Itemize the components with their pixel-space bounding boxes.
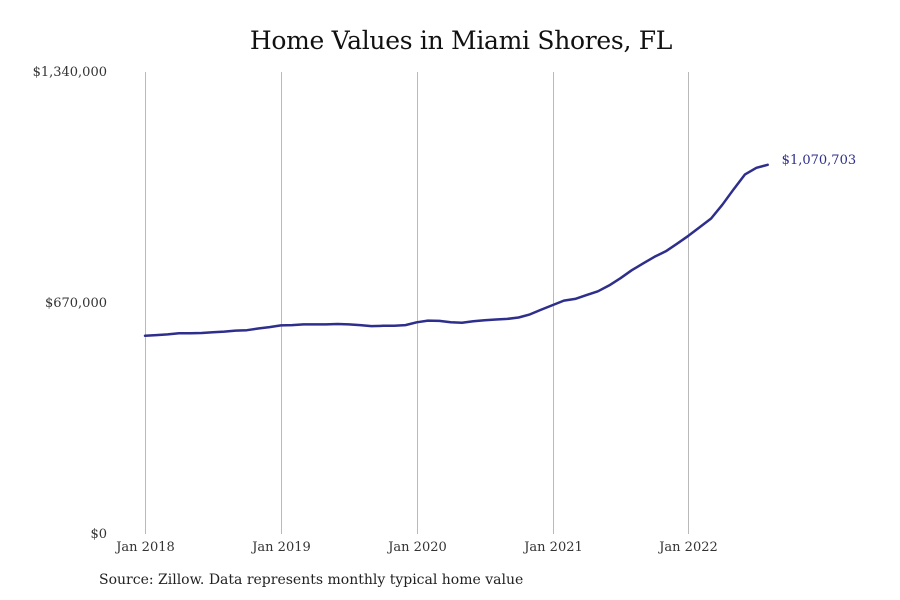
data-point: [461, 322, 463, 324]
data-series: [143, 163, 769, 338]
data-point: [733, 188, 735, 190]
data-point: [438, 320, 440, 322]
y-tick-label: $0: [90, 527, 107, 542]
data-point: [506, 318, 508, 320]
data-point: [155, 334, 157, 336]
y-tick-label: $670,000: [45, 296, 107, 311]
data-point: [268, 326, 270, 328]
data-point: [166, 333, 168, 335]
data-point: [687, 235, 689, 237]
data-point: [483, 319, 485, 321]
data-point: [370, 325, 372, 327]
data-point: [246, 329, 248, 331]
data-point: [234, 329, 236, 331]
data-point: [495, 318, 497, 320]
data-point: [665, 250, 667, 252]
data-point: [336, 323, 338, 325]
data-point: [314, 323, 316, 325]
data-point: [178, 332, 180, 334]
data-point: [699, 226, 701, 228]
data-point: [597, 290, 599, 292]
data-point: [721, 204, 723, 206]
chart-title: Home Values in Miami Shores, FL: [249, 26, 673, 55]
source-note: Source: Zillow. Data represents monthly …: [99, 572, 524, 588]
data-point: [223, 330, 225, 332]
data-point: [189, 332, 191, 334]
data-point: [585, 294, 587, 296]
data-point: [676, 243, 678, 245]
x-tick-label: Jan 2021: [522, 540, 583, 555]
data-point: [404, 324, 406, 326]
data-point: [291, 324, 293, 326]
data-point: [517, 316, 519, 318]
data-point: [642, 262, 644, 264]
data-point: [608, 284, 610, 286]
data-point: [200, 332, 202, 334]
vertical-gridlines: [145, 72, 689, 534]
data-point: [280, 324, 282, 326]
data-point: [302, 323, 304, 325]
data-point: [540, 308, 542, 310]
x-axis-tick-labels: Jan 2018 Jan 2019 Jan 2020 Jan 2021 Jan 2022: [114, 540, 718, 555]
data-point: [450, 321, 452, 323]
y-tick-label: $1,340,000: [33, 65, 107, 80]
data-point: [257, 327, 259, 329]
data-point: [653, 256, 655, 258]
x-tick-label: Jan 2022: [657, 540, 718, 555]
x-tick-label: Jan 2020: [386, 540, 447, 555]
data-point: [212, 331, 214, 333]
data-point: [529, 313, 531, 315]
data-point: [710, 217, 712, 219]
data-point: [472, 320, 474, 322]
data-point: [574, 298, 576, 300]
data-point: [359, 324, 361, 326]
home-value-line: [143, 163, 769, 338]
last-value-label: $1,070,703: [782, 153, 856, 168]
data-point: [427, 319, 429, 321]
data-point: [631, 269, 633, 271]
data-point: [144, 335, 146, 337]
data-point: [348, 323, 350, 325]
data-point: [382, 325, 384, 327]
data-point: [563, 299, 565, 301]
data-point: [551, 304, 553, 306]
y-axis-tick-labels: $0 $670,000 $1,340,000: [33, 65, 107, 542]
end-annotation: $1,070,703: [782, 153, 856, 168]
data-point: [619, 277, 621, 279]
data-point: [393, 325, 395, 327]
data-point: [744, 173, 746, 175]
x-tick-label: Jan 2018: [114, 540, 175, 555]
data-point: [416, 321, 418, 323]
x-tick-label: Jan 2019: [250, 540, 311, 555]
data-point: [325, 323, 327, 325]
data-point: [755, 167, 757, 169]
data-point: [767, 164, 769, 166]
